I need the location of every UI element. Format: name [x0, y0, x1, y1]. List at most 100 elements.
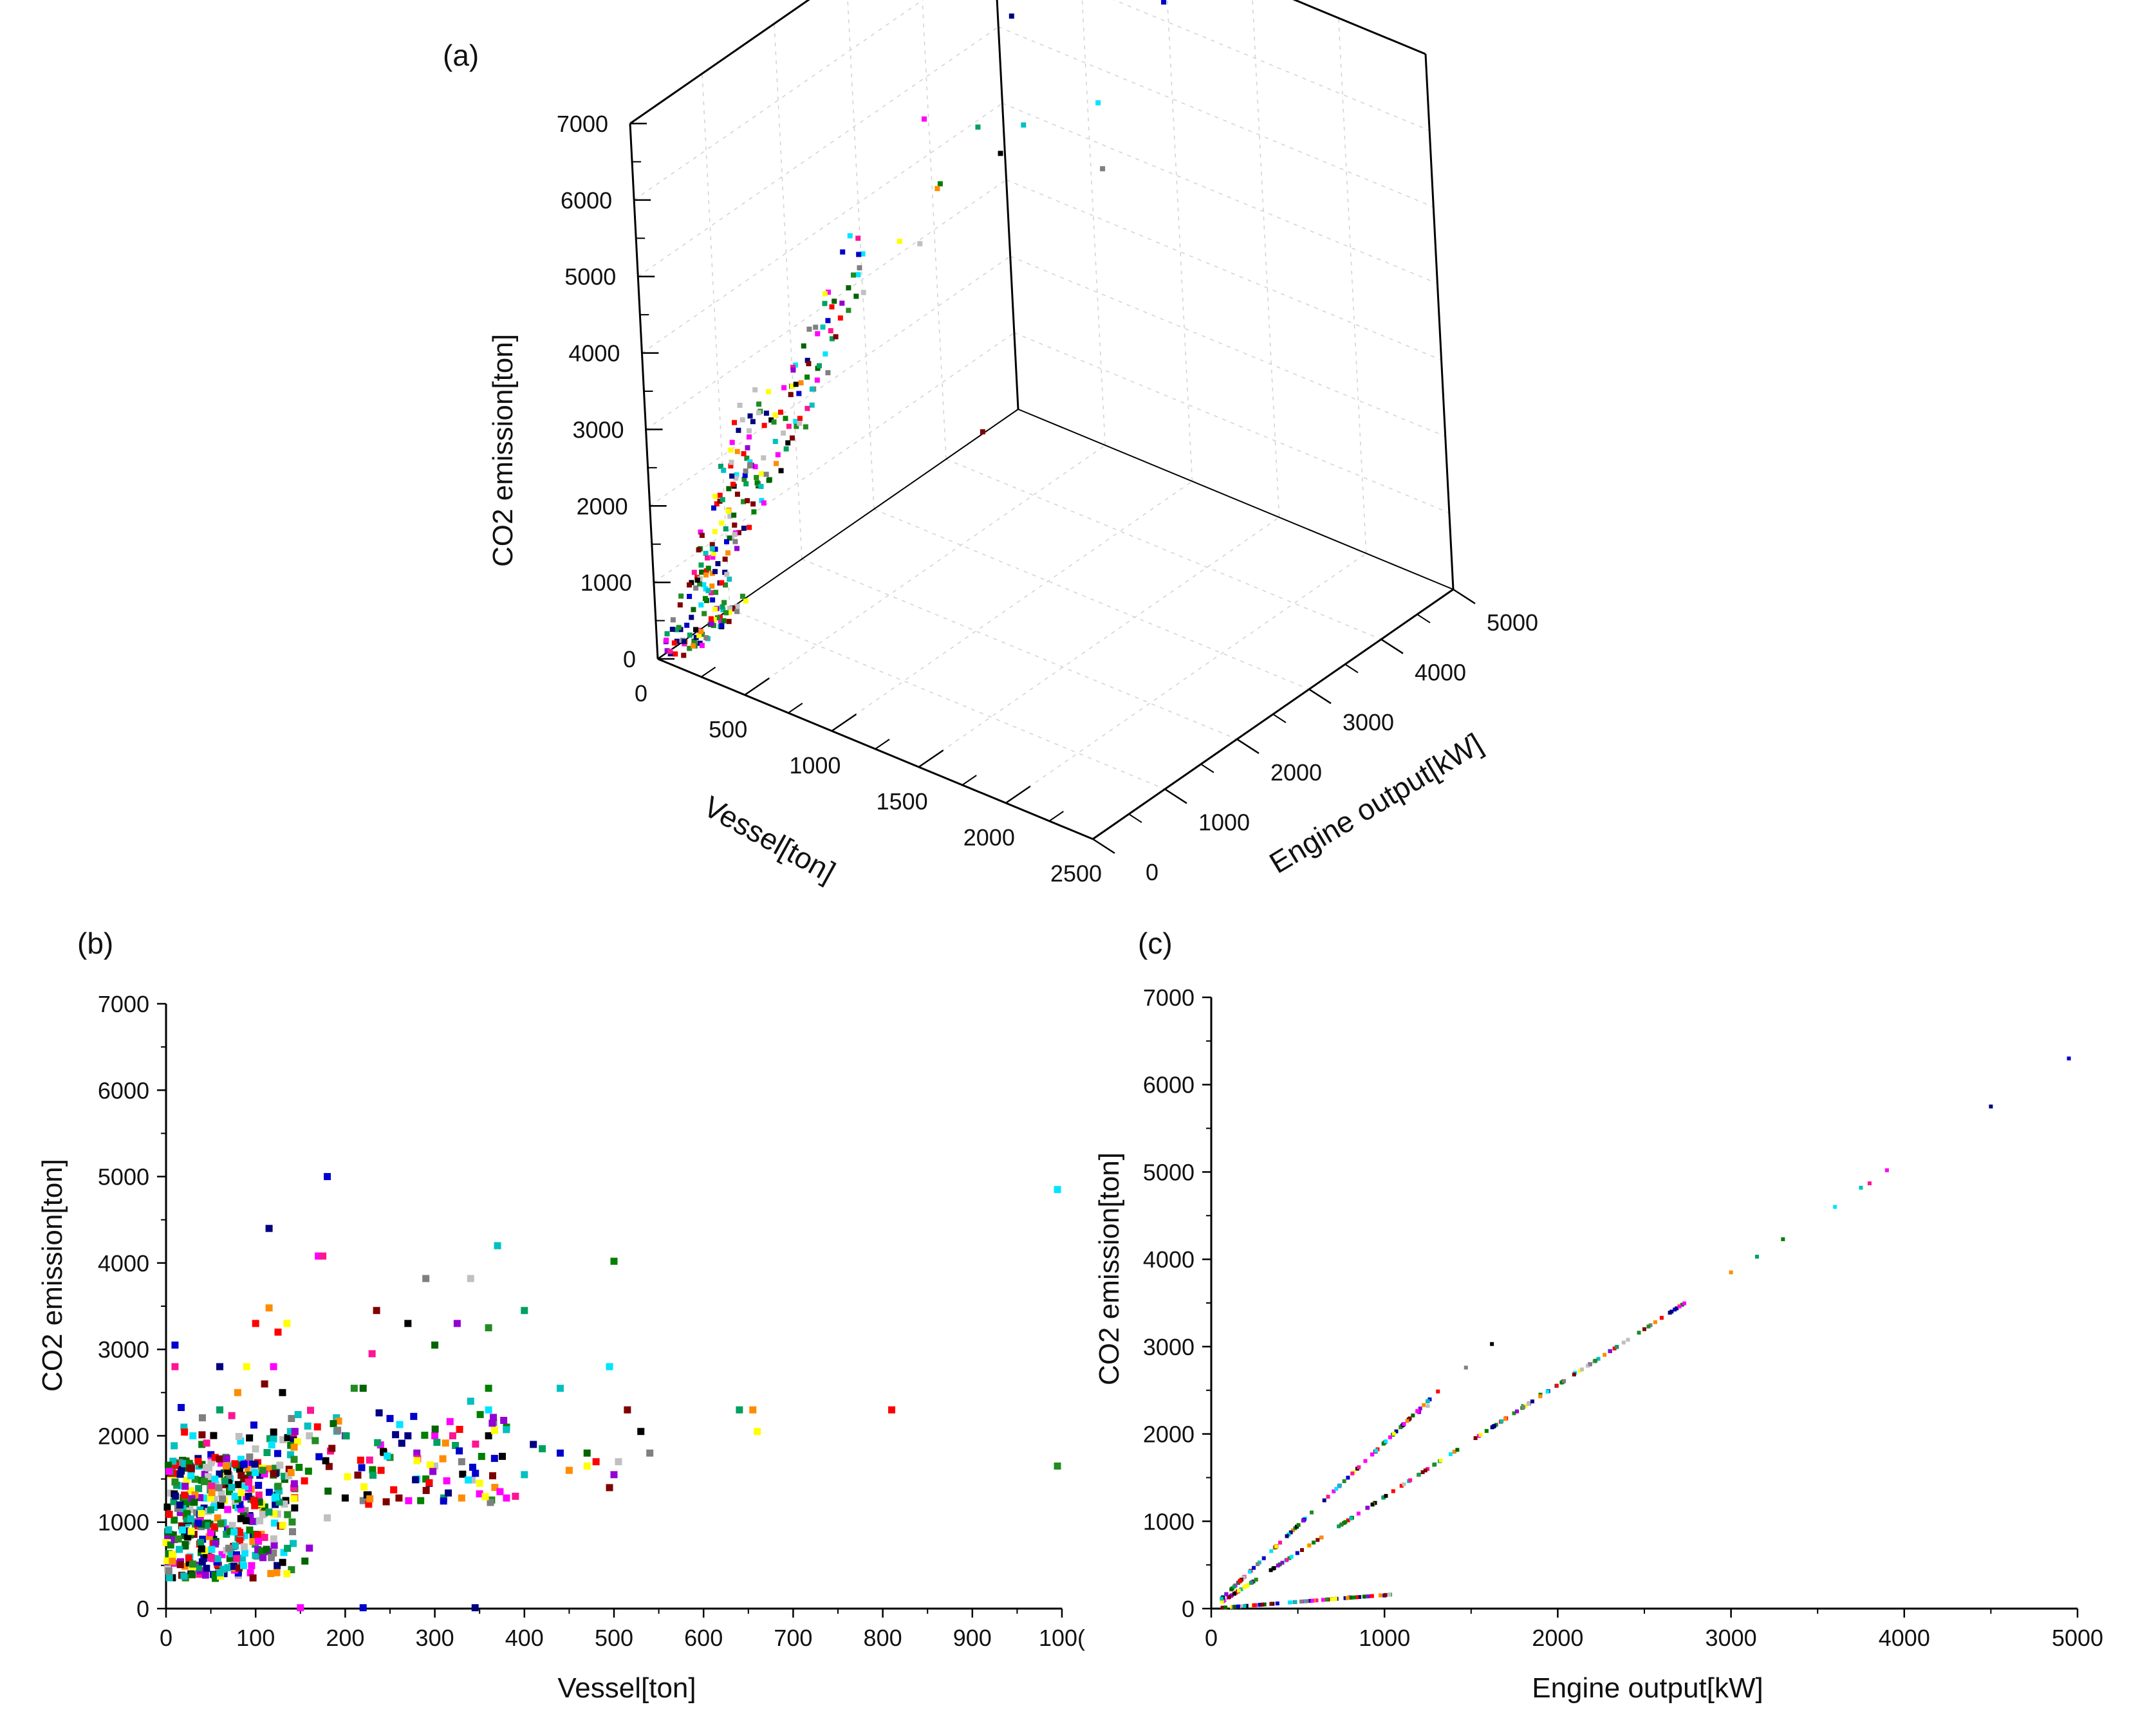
- chart-b-point: [171, 1536, 178, 1544]
- chart-c-point: [1236, 1604, 1240, 1609]
- chart-b-point: [232, 1542, 239, 1550]
- chart-c-point: [1490, 1342, 1494, 1346]
- chart-c-point: [1269, 1602, 1274, 1606]
- chart-a-point: [702, 611, 707, 616]
- chart-b-point: [165, 1574, 173, 1582]
- chart-c-x-tick-label: 1000: [1359, 1625, 1410, 1651]
- chart-c-point: [1247, 1569, 1252, 1574]
- chart-a-point: [897, 239, 902, 245]
- chart-b-point: [446, 1417, 454, 1425]
- chart-b-point: [178, 1526, 186, 1534]
- chart-c-point: [1426, 1467, 1430, 1472]
- chart-b-point: [221, 1477, 228, 1485]
- chart-b-point: [172, 1461, 180, 1469]
- chart-b-point: [171, 1341, 179, 1349]
- chart-b-x-axis-title: Vessel[ton]: [557, 1672, 696, 1704]
- chart-a-point: [711, 617, 717, 623]
- chart-c-point: [1464, 1365, 1468, 1370]
- chart-a-point: [980, 429, 985, 435]
- chart-a-x-tick-label: 2500: [1050, 860, 1102, 887]
- chart-b-point: [241, 1475, 248, 1483]
- chart-b-point: [293, 1438, 301, 1446]
- chart-a-point: [1009, 13, 1014, 19]
- chart-b-point: [425, 1479, 433, 1486]
- chart-b-point: [610, 1471, 618, 1479]
- chart-a-point: [855, 272, 861, 277]
- chart-a-point: [734, 609, 740, 614]
- chart-c-point: [1249, 1581, 1253, 1585]
- chart-a-point: [796, 391, 802, 396]
- chart-b-point: [227, 1550, 235, 1558]
- chart-a-point: [809, 402, 815, 408]
- chart-a-point: [734, 448, 740, 454]
- chart-a-grid-line: [1006, 179, 1442, 361]
- chart-c-point: [1343, 1596, 1348, 1600]
- chart-a-point: [781, 430, 786, 436]
- chart-b-point: [469, 1476, 476, 1484]
- chart-c-point: [1275, 1601, 1279, 1605]
- chart-a-point: [718, 463, 723, 469]
- chart-b-point: [488, 1472, 496, 1480]
- chart-b-point: [237, 1533, 245, 1541]
- chart-a-z-tick-label: 3000: [572, 416, 624, 443]
- chart-c-point: [1680, 1302, 1684, 1307]
- chart-b-point: [261, 1380, 268, 1388]
- chart-b-point: [291, 1504, 299, 1512]
- chart-b-point: [405, 1497, 413, 1504]
- chart-c-point: [1490, 1425, 1494, 1430]
- chart-c-point: [1408, 1416, 1412, 1421]
- chart-a-point: [712, 569, 718, 575]
- chart-c-point: [1562, 1379, 1567, 1383]
- chart-a-point: [761, 423, 767, 429]
- chart-b-point: [272, 1493, 280, 1501]
- chart-a-point: [691, 607, 696, 613]
- chart-a-point: [709, 583, 715, 589]
- chart-b-point: [219, 1565, 227, 1573]
- chart-b-point: [240, 1461, 248, 1468]
- chart-b-point: [615, 1458, 622, 1466]
- chart-b-point: [374, 1439, 382, 1446]
- chart-a-point: [664, 631, 670, 637]
- chart-a-grid-line: [873, 508, 1310, 690]
- chart-b-point: [259, 1554, 267, 1562]
- chart-a-point: [696, 633, 702, 638]
- chart-b-point: [287, 1469, 295, 1477]
- chart-a-point: [751, 509, 757, 515]
- chart-c-y-tick-label: 5000: [1143, 1159, 1195, 1185]
- chart-b-point: [442, 1439, 449, 1447]
- chart-a-point: [783, 446, 789, 452]
- chart-b-point: [255, 1481, 263, 1489]
- chart-b-point: [250, 1497, 258, 1504]
- chart-b-point: [196, 1506, 204, 1514]
- chart-b-point: [530, 1441, 537, 1448]
- chart-a-point: [745, 498, 750, 504]
- chart-c-point: [1408, 1478, 1413, 1482]
- chart-c-point: [1349, 1516, 1353, 1520]
- chart-b-point: [205, 1473, 212, 1481]
- chart-a-y-minor-tick: [1344, 663, 1359, 674]
- chart-c-point: [1300, 1547, 1305, 1552]
- chart-a-point: [678, 593, 684, 599]
- chart-b-point: [322, 1457, 330, 1464]
- chart-a-grid-line: [1252, 0, 1280, 518]
- chart-b-point: [281, 1472, 288, 1480]
- chart-a-point: [687, 582, 693, 588]
- chart-b-point: [256, 1472, 264, 1479]
- chart-a-point: [727, 605, 732, 611]
- chart-b-point: [467, 1275, 474, 1282]
- chart-c-point: [1382, 1495, 1386, 1499]
- chart-a-y-tick-label: 3000: [1343, 709, 1394, 735]
- chart-c-point: [1417, 1472, 1421, 1477]
- chart-b-point: [294, 1410, 302, 1418]
- chart-c-point: [1254, 1577, 1258, 1582]
- chart-b-point: [228, 1522, 236, 1529]
- chart-a-point: [741, 525, 747, 531]
- chart-a-point: [804, 358, 810, 364]
- chart-b-point: [311, 1437, 319, 1445]
- chart-b-point: [304, 1467, 312, 1475]
- chart-a-point: [829, 304, 835, 309]
- chart-a-back-walls: [633, 0, 1450, 804]
- chart-c-point: [1668, 1311, 1672, 1315]
- chart-c-point: [1352, 1595, 1356, 1600]
- chart-c-y-tick-label: 2000: [1143, 1421, 1195, 1448]
